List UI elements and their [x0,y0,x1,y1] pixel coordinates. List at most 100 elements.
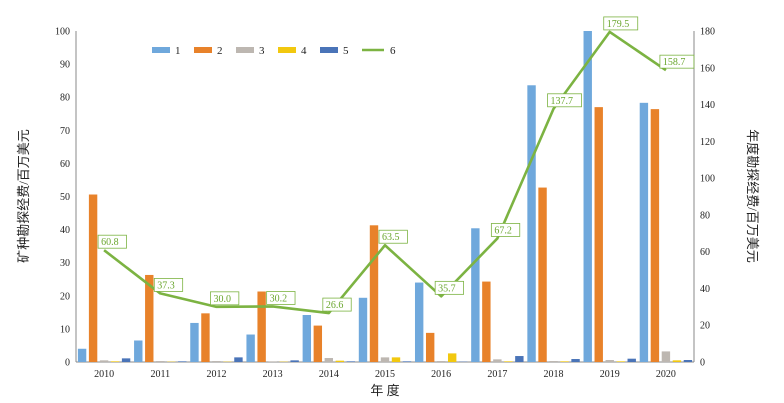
bar-series-1 [134,340,143,362]
bar-series-1 [246,334,255,362]
bar-series-2 [425,332,435,362]
bar-series-1 [414,282,424,362]
right-tick-label: 140 [700,100,715,111]
right-tick-label: 160 [700,63,715,74]
bar-series-5 [178,361,187,362]
data-label-box [378,229,408,244]
legend-swatch-1 [152,47,170,53]
bar-series-5 [402,361,412,362]
bar-series-3 [268,361,277,362]
x-tick-label: 2018 [544,369,564,380]
data-label-box [547,93,582,108]
left-tick-label: 70 [60,126,70,137]
bar-series-2 [594,107,603,362]
x-tick-label: 2020 [656,369,676,380]
bar-series-5 [683,360,693,362]
bar-series-2 [650,109,660,363]
bar-series-5 [234,357,243,362]
bar-series [77,31,693,363]
bar-series-4 [447,353,457,362]
data-label: 179.5 [607,19,630,30]
left-tick-label: 20 [60,291,70,302]
left-tick-label: 0 [65,358,70,369]
data-label-box [490,223,521,237]
left-y-axis-title: 矿种勘探经费/百万美元 [16,129,31,263]
x-tick-label: 2014 [319,369,339,380]
x-tick-label: 2019 [600,369,620,380]
bar-series-4 [560,361,569,362]
legend-label-5: 5 [343,45,349,57]
legend-label-4: 4 [301,45,307,57]
right-tick-label: 0 [700,358,705,369]
legend-label-3: 3 [259,45,265,57]
left-tick-label: 30 [60,258,70,269]
right-tick-label: 100 [700,174,715,185]
data-label: 30.0 [213,294,231,305]
data-label-box [210,291,240,306]
bar-series-2 [369,225,379,362]
bar-series-3 [156,361,165,362]
bar-series-3 [212,361,221,362]
x-axis-title: 年 度 [370,383,399,398]
data-label-box [603,16,639,31]
bar-series-2 [201,313,210,362]
bar-series-1 [471,228,480,362]
data-label: 67.2 [494,225,512,236]
bar-series-4 [335,360,345,362]
x-tick-label: 2015 [375,369,395,380]
right-axis-ticks: 0 20 40 60 80 100 120 140 160 180 [700,27,715,369]
bar-series-4 [616,361,625,362]
data-label-box [322,297,352,312]
left-tick-label: 60 [60,159,70,170]
data-label-box [153,278,184,292]
data-label: 158.7 [663,57,686,68]
bar-series-4 [672,360,682,362]
bar-series-1 [527,85,536,362]
bar-series-2 [88,194,98,362]
x-tick-label: 2013 [263,369,283,380]
bar-series-5 [627,358,636,362]
data-label: 60.8 [101,237,119,248]
bar-series-1 [77,348,87,362]
legend-swatch-4 [278,47,296,53]
x-tick-label: 2012 [206,369,226,380]
bar-series-4 [391,357,401,362]
right-tick-label: 180 [700,27,715,38]
bar-series-2 [257,291,266,362]
x-axis-ticks: 2010 2011 2012 2013 2014 2015 2016 2017 2018 2019… [94,369,676,380]
right-y-axis-title: 年度勘探经费/百万美元 [745,129,760,263]
x-tick-label: 2016 [431,369,451,380]
legend-label-2: 2 [217,45,223,57]
data-label: 35.7 [438,283,456,294]
left-tick-label: 50 [60,192,70,203]
bar-series-3 [436,361,446,362]
line-series-6 [103,30,667,315]
bar-series-4 [110,361,120,362]
bar-series-5 [290,360,299,362]
data-label: 30.2 [270,293,288,304]
right-tick-label: 120 [700,137,715,148]
right-tick-label: 80 [700,210,710,221]
left-tick-label: 10 [60,324,70,335]
right-tick-label: 40 [700,284,710,295]
bar-series-2 [313,325,323,362]
data-label-box [97,234,127,249]
legend-label-1: 1 [175,45,181,57]
data-label-box [434,280,464,295]
left-tick-label: 80 [60,93,70,104]
legend: 1 2 3 4 5 6 [152,45,396,57]
x-tick-label: 2017 [487,369,507,380]
bar-series-2 [145,274,154,362]
data-label-box [659,54,695,69]
bar-series-5 [571,359,580,362]
bar-series-3 [324,358,334,362]
bar-series-1 [639,102,649,362]
bar-series-5 [121,358,131,362]
bar-series-3 [380,357,390,362]
data-label: 26.6 [326,300,344,311]
bar-series-3 [549,361,558,362]
bar-series-2 [482,281,491,362]
bar-series-3 [661,351,671,362]
bar-series-1 [302,315,312,362]
